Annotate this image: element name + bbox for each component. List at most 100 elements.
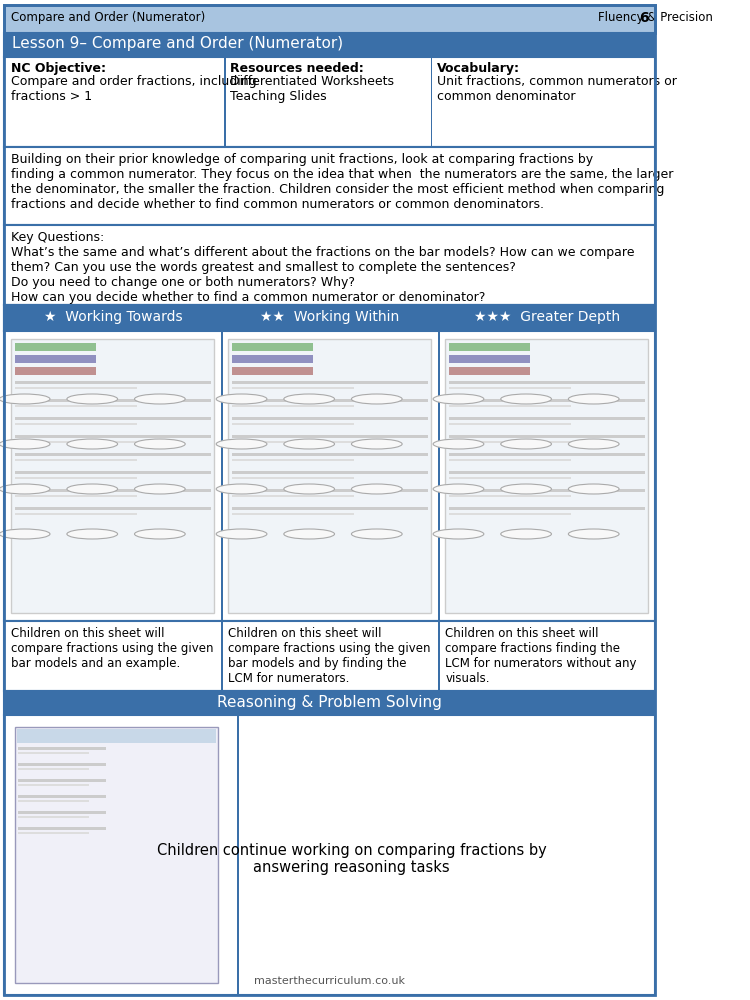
Bar <box>448 441 571 443</box>
Bar <box>15 417 211 420</box>
Text: Fluency & Precision: Fluency & Precision <box>598 11 713 24</box>
Bar <box>15 507 211 510</box>
Bar <box>15 405 136 407</box>
Bar <box>19 763 106 766</box>
Ellipse shape <box>433 484 484 494</box>
Bar <box>232 441 353 443</box>
Text: Resources needed:: Resources needed: <box>230 62 364 75</box>
Text: Vocabulary:: Vocabulary: <box>437 62 520 75</box>
Ellipse shape <box>216 439 267 449</box>
Bar <box>448 453 644 456</box>
Ellipse shape <box>284 529 334 539</box>
Bar <box>232 477 353 479</box>
Bar <box>15 367 96 375</box>
Bar <box>448 513 571 515</box>
Text: Building on their prior knowledge of comparing unit fractions, look at comparing: Building on their prior knowledge of com… <box>10 153 673 211</box>
Bar <box>15 453 211 456</box>
Bar <box>4 33 656 57</box>
Bar <box>448 387 571 389</box>
Text: ★★★  Greater Depth: ★★★ Greater Depth <box>474 310 620 324</box>
Bar <box>19 795 106 798</box>
Bar <box>232 387 353 389</box>
Ellipse shape <box>134 394 185 404</box>
Bar <box>4 331 656 621</box>
Text: Compare and order fractions, including
fractions > 1: Compare and order fractions, including f… <box>10 75 256 103</box>
Bar <box>232 417 428 420</box>
Bar <box>4 225 656 305</box>
Bar <box>19 768 88 770</box>
Bar <box>448 477 571 479</box>
Ellipse shape <box>0 439 50 449</box>
Bar <box>448 381 644 384</box>
Bar <box>19 747 106 750</box>
Ellipse shape <box>216 484 267 494</box>
Text: ★  Working Towards: ★ Working Towards <box>44 310 182 324</box>
Bar <box>228 339 431 613</box>
Bar <box>232 495 353 497</box>
Bar <box>438 621 440 691</box>
Ellipse shape <box>501 439 551 449</box>
Bar <box>232 399 428 402</box>
Text: Children on this sheet will
compare fractions using the given
bar models and by : Children on this sheet will compare frac… <box>228 627 430 685</box>
Bar <box>448 495 571 497</box>
Ellipse shape <box>433 529 484 539</box>
Ellipse shape <box>568 439 619 449</box>
Ellipse shape <box>216 394 267 404</box>
Ellipse shape <box>568 529 619 539</box>
Bar <box>19 779 106 782</box>
Bar <box>15 477 136 479</box>
Ellipse shape <box>134 439 185 449</box>
Bar <box>448 405 571 407</box>
Ellipse shape <box>352 439 402 449</box>
Ellipse shape <box>0 529 50 539</box>
Ellipse shape <box>67 439 118 449</box>
Bar <box>232 381 428 384</box>
Ellipse shape <box>352 394 402 404</box>
Bar <box>11 339 214 613</box>
Bar <box>438 305 656 331</box>
Bar <box>19 784 88 786</box>
Text: Compare and Order (Numerator): Compare and Order (Numerator) <box>10 11 205 24</box>
Bar <box>4 305 221 331</box>
Bar <box>232 405 353 407</box>
Bar <box>19 811 106 814</box>
Text: masterthecurriculum.co.uk: masterthecurriculum.co.uk <box>254 976 405 986</box>
Bar <box>232 355 313 363</box>
Text: Differentiated Worksheets
Teaching Slides: Differentiated Worksheets Teaching Slide… <box>230 75 394 103</box>
Bar <box>15 381 211 384</box>
Bar <box>4 691 656 715</box>
Bar <box>15 727 218 983</box>
Bar <box>232 423 353 425</box>
Bar <box>448 343 530 351</box>
Bar <box>19 827 106 830</box>
Ellipse shape <box>568 394 619 404</box>
Bar <box>15 441 136 443</box>
Ellipse shape <box>433 439 484 449</box>
Bar <box>221 621 223 691</box>
Text: Children on this sheet will
compare fractions finding the
LCM for numerators wit: Children on this sheet will compare frac… <box>446 627 637 685</box>
Text: Children continue working on comparing fractions by
answering reasoning tasks: Children continue working on comparing f… <box>157 843 547 875</box>
Bar <box>438 331 440 621</box>
Ellipse shape <box>67 484 118 494</box>
Bar <box>221 331 223 621</box>
Text: Lesson 9– Compare and Order (Numerator): Lesson 9– Compare and Order (Numerator) <box>12 36 344 51</box>
Bar <box>19 752 88 754</box>
Text: Reasoning & Problem Solving: Reasoning & Problem Solving <box>217 695 442 710</box>
Bar <box>19 816 88 818</box>
Bar <box>4 715 656 995</box>
Bar <box>15 459 136 461</box>
Text: NC Objective:: NC Objective: <box>10 62 106 75</box>
Bar <box>448 471 644 474</box>
Bar <box>15 471 211 474</box>
Bar <box>221 305 438 331</box>
Bar <box>232 471 428 474</box>
Bar <box>15 355 96 363</box>
Bar <box>448 367 530 375</box>
Ellipse shape <box>501 484 551 494</box>
Bar <box>4 5 656 33</box>
Text: Key Questions:
What’s the same and what’s different about the fractions on the b: Key Questions: What’s the same and what’… <box>10 231 634 304</box>
Bar <box>15 423 136 425</box>
Ellipse shape <box>0 484 50 494</box>
Ellipse shape <box>134 484 185 494</box>
Ellipse shape <box>67 529 118 539</box>
